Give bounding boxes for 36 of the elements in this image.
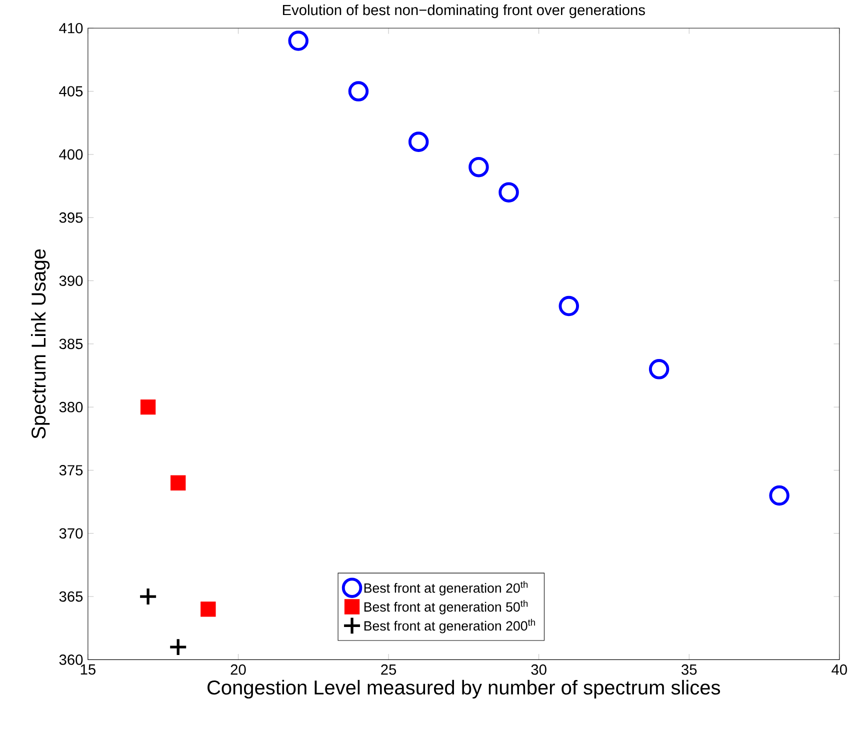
- y-tick-label: 395: [59, 212, 83, 223]
- x-tick-label: 35: [682, 664, 697, 675]
- point: [168, 638, 188, 657]
- chart-title: Evolution of best non−dominating front over generations: [282, 4, 645, 18]
- y-tick-label: 370: [59, 528, 83, 539]
- point: [140, 400, 156, 415]
- point: [170, 475, 186, 491]
- y-tick-label: 390: [59, 276, 83, 286]
- point: [408, 132, 429, 152]
- y-tick-label: 375: [59, 465, 83, 476]
- point: [558, 296, 580, 316]
- point: [648, 359, 670, 380]
- y-tick-label: 385: [59, 338, 83, 350]
- x-tick-label: 25: [381, 664, 396, 675]
- legend-label: Best front at generation 200$^{th}$: [364, 619, 535, 634]
- y-tick-label: 380: [59, 402, 83, 412]
- y-tick-label: 410: [59, 23, 83, 34]
- legend-label: Best front at generation 50$^{th}$: [364, 600, 528, 615]
- point: [288, 30, 308, 52]
- x-tick-label: 20: [230, 664, 246, 675]
- y-axis-title: Spectrum Link Usage: [31, 250, 50, 439]
- point: [769, 486, 790, 506]
- y-tick-label: 365: [59, 592, 83, 602]
- point: [498, 182, 519, 203]
- point: [348, 81, 369, 102]
- x-axis-title: Congestion Level measured by number of spectrum slices: [208, 680, 720, 699]
- x-tick-label: 30: [531, 664, 546, 675]
- y-tick-label: 405: [59, 86, 83, 97]
- x-tick-label: 15: [80, 664, 96, 675]
- point: [138, 587, 158, 606]
- point: [200, 602, 216, 617]
- legend-label: Best front at generation 20$^{th}$: [364, 581, 528, 596]
- x-tick-label: 40: [832, 664, 847, 675]
- y-tick-label: 360: [59, 654, 83, 666]
- y-tick-label: 400: [59, 149, 83, 160]
- point: [468, 157, 489, 178]
